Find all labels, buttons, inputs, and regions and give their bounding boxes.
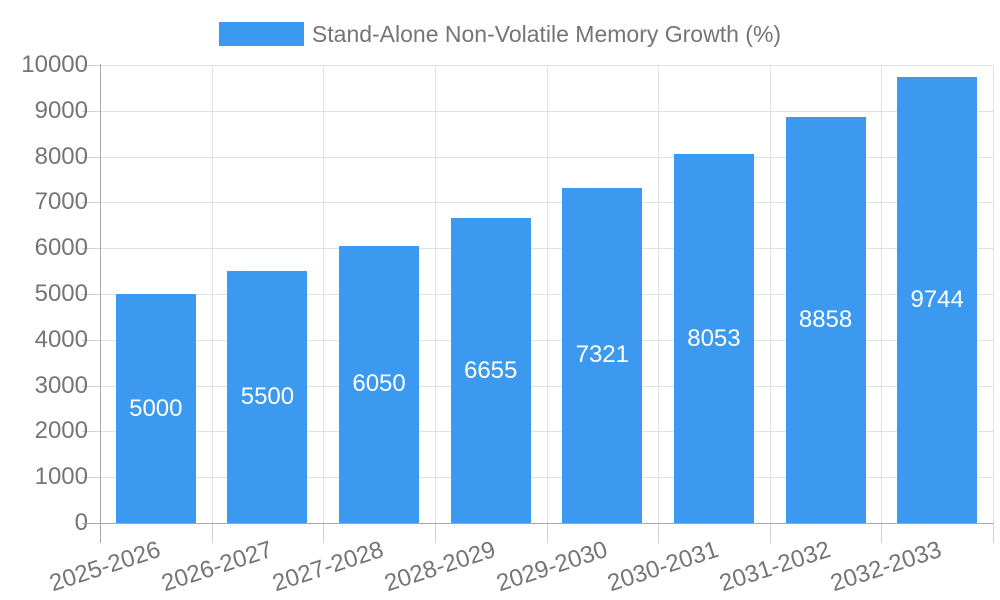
legend-label[interactable]: Stand-Alone Non-Volatile Memory Growth (… [311,21,782,47]
x-axis-line [82,523,993,524]
y-axis-tick-label: 1000 [34,463,88,491]
x-axis-tick [658,523,660,543]
y-axis-tick [82,248,100,250]
x-gridline [993,65,994,523]
x-gridline [658,65,660,523]
bar-value-label: 5000 [129,394,183,422]
y-axis-tick-label: 8000 [34,142,88,170]
x-gridline [881,65,883,523]
y-axis-tick-label: 2000 [34,417,88,445]
x-axis-tick-label: 2027-2028 [269,536,388,598]
x-axis-tick [434,523,436,543]
y-axis-tick [82,477,100,479]
y-axis-tick-label: 4000 [34,325,88,353]
bar-value-label: 8858 [798,306,853,334]
x-axis-tick [323,523,325,543]
y-axis-tick [82,294,100,295]
y-axis-tick [82,431,100,433]
bar [785,117,866,523]
y-axis-tick [82,202,100,204]
x-axis-tick-label: 2028-2029 [381,536,499,598]
legend-swatch[interactable] [218,22,304,46]
x-axis-tick-label: 2026-2027 [157,536,276,598]
bar-value-label: 5500 [240,383,295,411]
y-axis-tick-label: 0 [74,509,88,536]
x-gridline [769,65,771,523]
bar-value-label: 9744 [910,285,964,313]
x-gridline [434,65,436,523]
y-axis-tick-label: 3000 [34,371,88,399]
x-axis-tick-label: 2032-2033 [827,536,946,598]
y-axis-tick-label: 9000 [34,96,88,124]
x-axis-tick [546,523,548,543]
y-axis-tick [82,385,100,387]
x-axis-tick-label: 2025-2026 [46,536,164,598]
y-axis-tick-label: 5000 [34,280,88,307]
x-gridline [546,65,548,523]
bar [562,187,643,523]
x-axis-tick [769,523,771,543]
y-axis-tick-label: 10000 [21,51,88,78]
x-axis-tick-label: 2030-2031 [604,536,722,598]
x-gridline [211,65,213,523]
bar-value-label: 8053 [687,324,741,352]
x-axis-tick-label: 2029-2030 [492,536,611,598]
chart-legend: Stand-Alone Non-Volatile Memory Growth (… [0,20,1000,48]
y-axis-line [100,64,101,543]
bar [673,154,754,523]
y-axis-tick-label: 6000 [34,234,88,262]
bar-value-label: 6050 [352,370,406,398]
bar [227,271,308,523]
y-axis-tick [82,156,100,158]
bar [450,218,531,523]
x-axis-tick [881,523,883,543]
x-axis-tick [211,523,213,543]
bar-value-label: 6655 [463,356,518,384]
y-axis-tick [82,339,100,341]
y-axis-tick [82,65,100,66]
x-axis-tick-label: 2031-2032 [716,536,834,598]
bar-value-label: 7321 [575,341,629,369]
y-axis-tick [82,110,100,112]
bar [115,294,196,523]
bar [339,245,420,523]
x-axis-tick [993,523,994,543]
y-axis-tick-label: 7000 [34,188,88,216]
bar [897,76,978,523]
x-gridline [323,65,325,523]
